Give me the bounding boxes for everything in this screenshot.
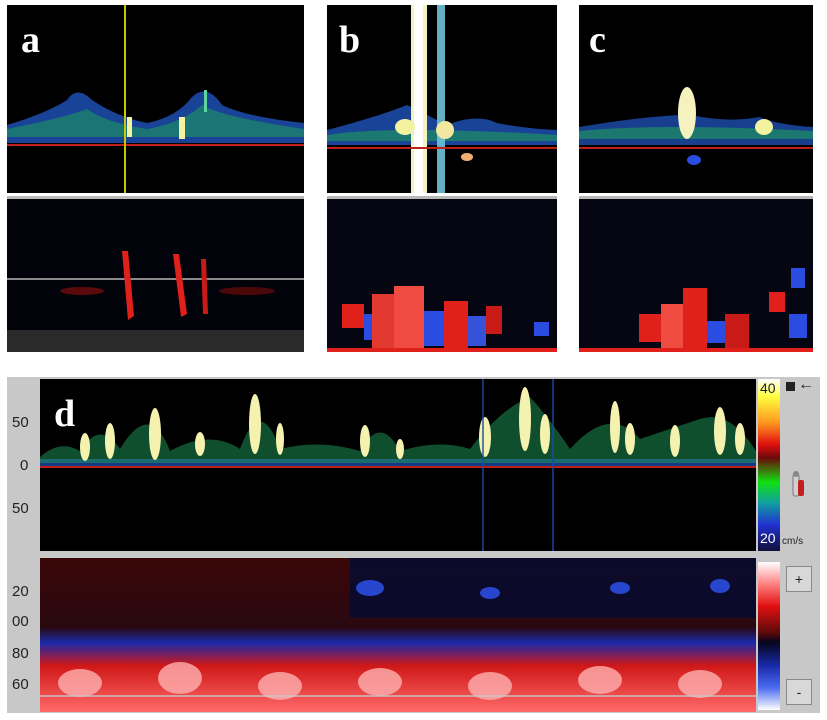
mode-axis-tick: 00 xyxy=(12,613,29,630)
panel-b-mmode xyxy=(327,196,557,352)
mode-axis-tick: 60 xyxy=(12,676,29,693)
panel-c-spectrum: c xyxy=(579,5,813,193)
panel-c-mmode xyxy=(579,196,813,352)
spectrum-axis-tick: 0 xyxy=(20,457,29,474)
square-icon[interactable] xyxy=(786,382,795,391)
mode-axis-tick: 80 xyxy=(12,645,29,662)
panel-b-label: b xyxy=(339,19,361,61)
mode-axis-tick: 20 xyxy=(12,583,29,600)
panel-c-spectrum-image xyxy=(579,5,813,193)
panel-d-mmode xyxy=(40,558,756,712)
panel-b-spectrum-image xyxy=(327,5,557,193)
panel-c-mmode-image xyxy=(579,196,813,352)
spectrum-axis-tick: 50 xyxy=(12,414,29,431)
mode-color-bar xyxy=(758,562,780,710)
panel-a-label: a xyxy=(21,19,40,61)
arrow-left-icon[interactable]: ← xyxy=(798,376,814,393)
mode-scale-plus-button[interactable]: + xyxy=(786,566,812,592)
mode-scale-minus-button[interactable]: - xyxy=(786,679,812,705)
velocity-scale-min: 20 xyxy=(760,530,776,546)
spectrum-axis-tick: 50 xyxy=(12,500,29,517)
panel-a-spectrum: a xyxy=(7,5,304,193)
panel-a-mmode-image xyxy=(7,196,304,352)
panel-d-spectrum-image xyxy=(40,379,756,551)
panel-c-label: c xyxy=(589,19,606,61)
probe-icon[interactable] xyxy=(788,470,806,500)
panel-a-spectrum-image xyxy=(7,5,304,193)
velocity-scale-max: 40 xyxy=(760,380,776,396)
velocity-scale-unit: cm/s xyxy=(782,536,804,547)
panel-b-mmode-image xyxy=(327,196,557,352)
panel-d-label: d xyxy=(54,393,76,435)
panel-d-mmode-image xyxy=(40,558,756,712)
velocity-color-bar xyxy=(758,379,780,551)
panel-a-mmode xyxy=(7,196,304,352)
panel-d-spectrum: d xyxy=(40,379,756,551)
panel-b-spectrum: b xyxy=(327,5,557,193)
